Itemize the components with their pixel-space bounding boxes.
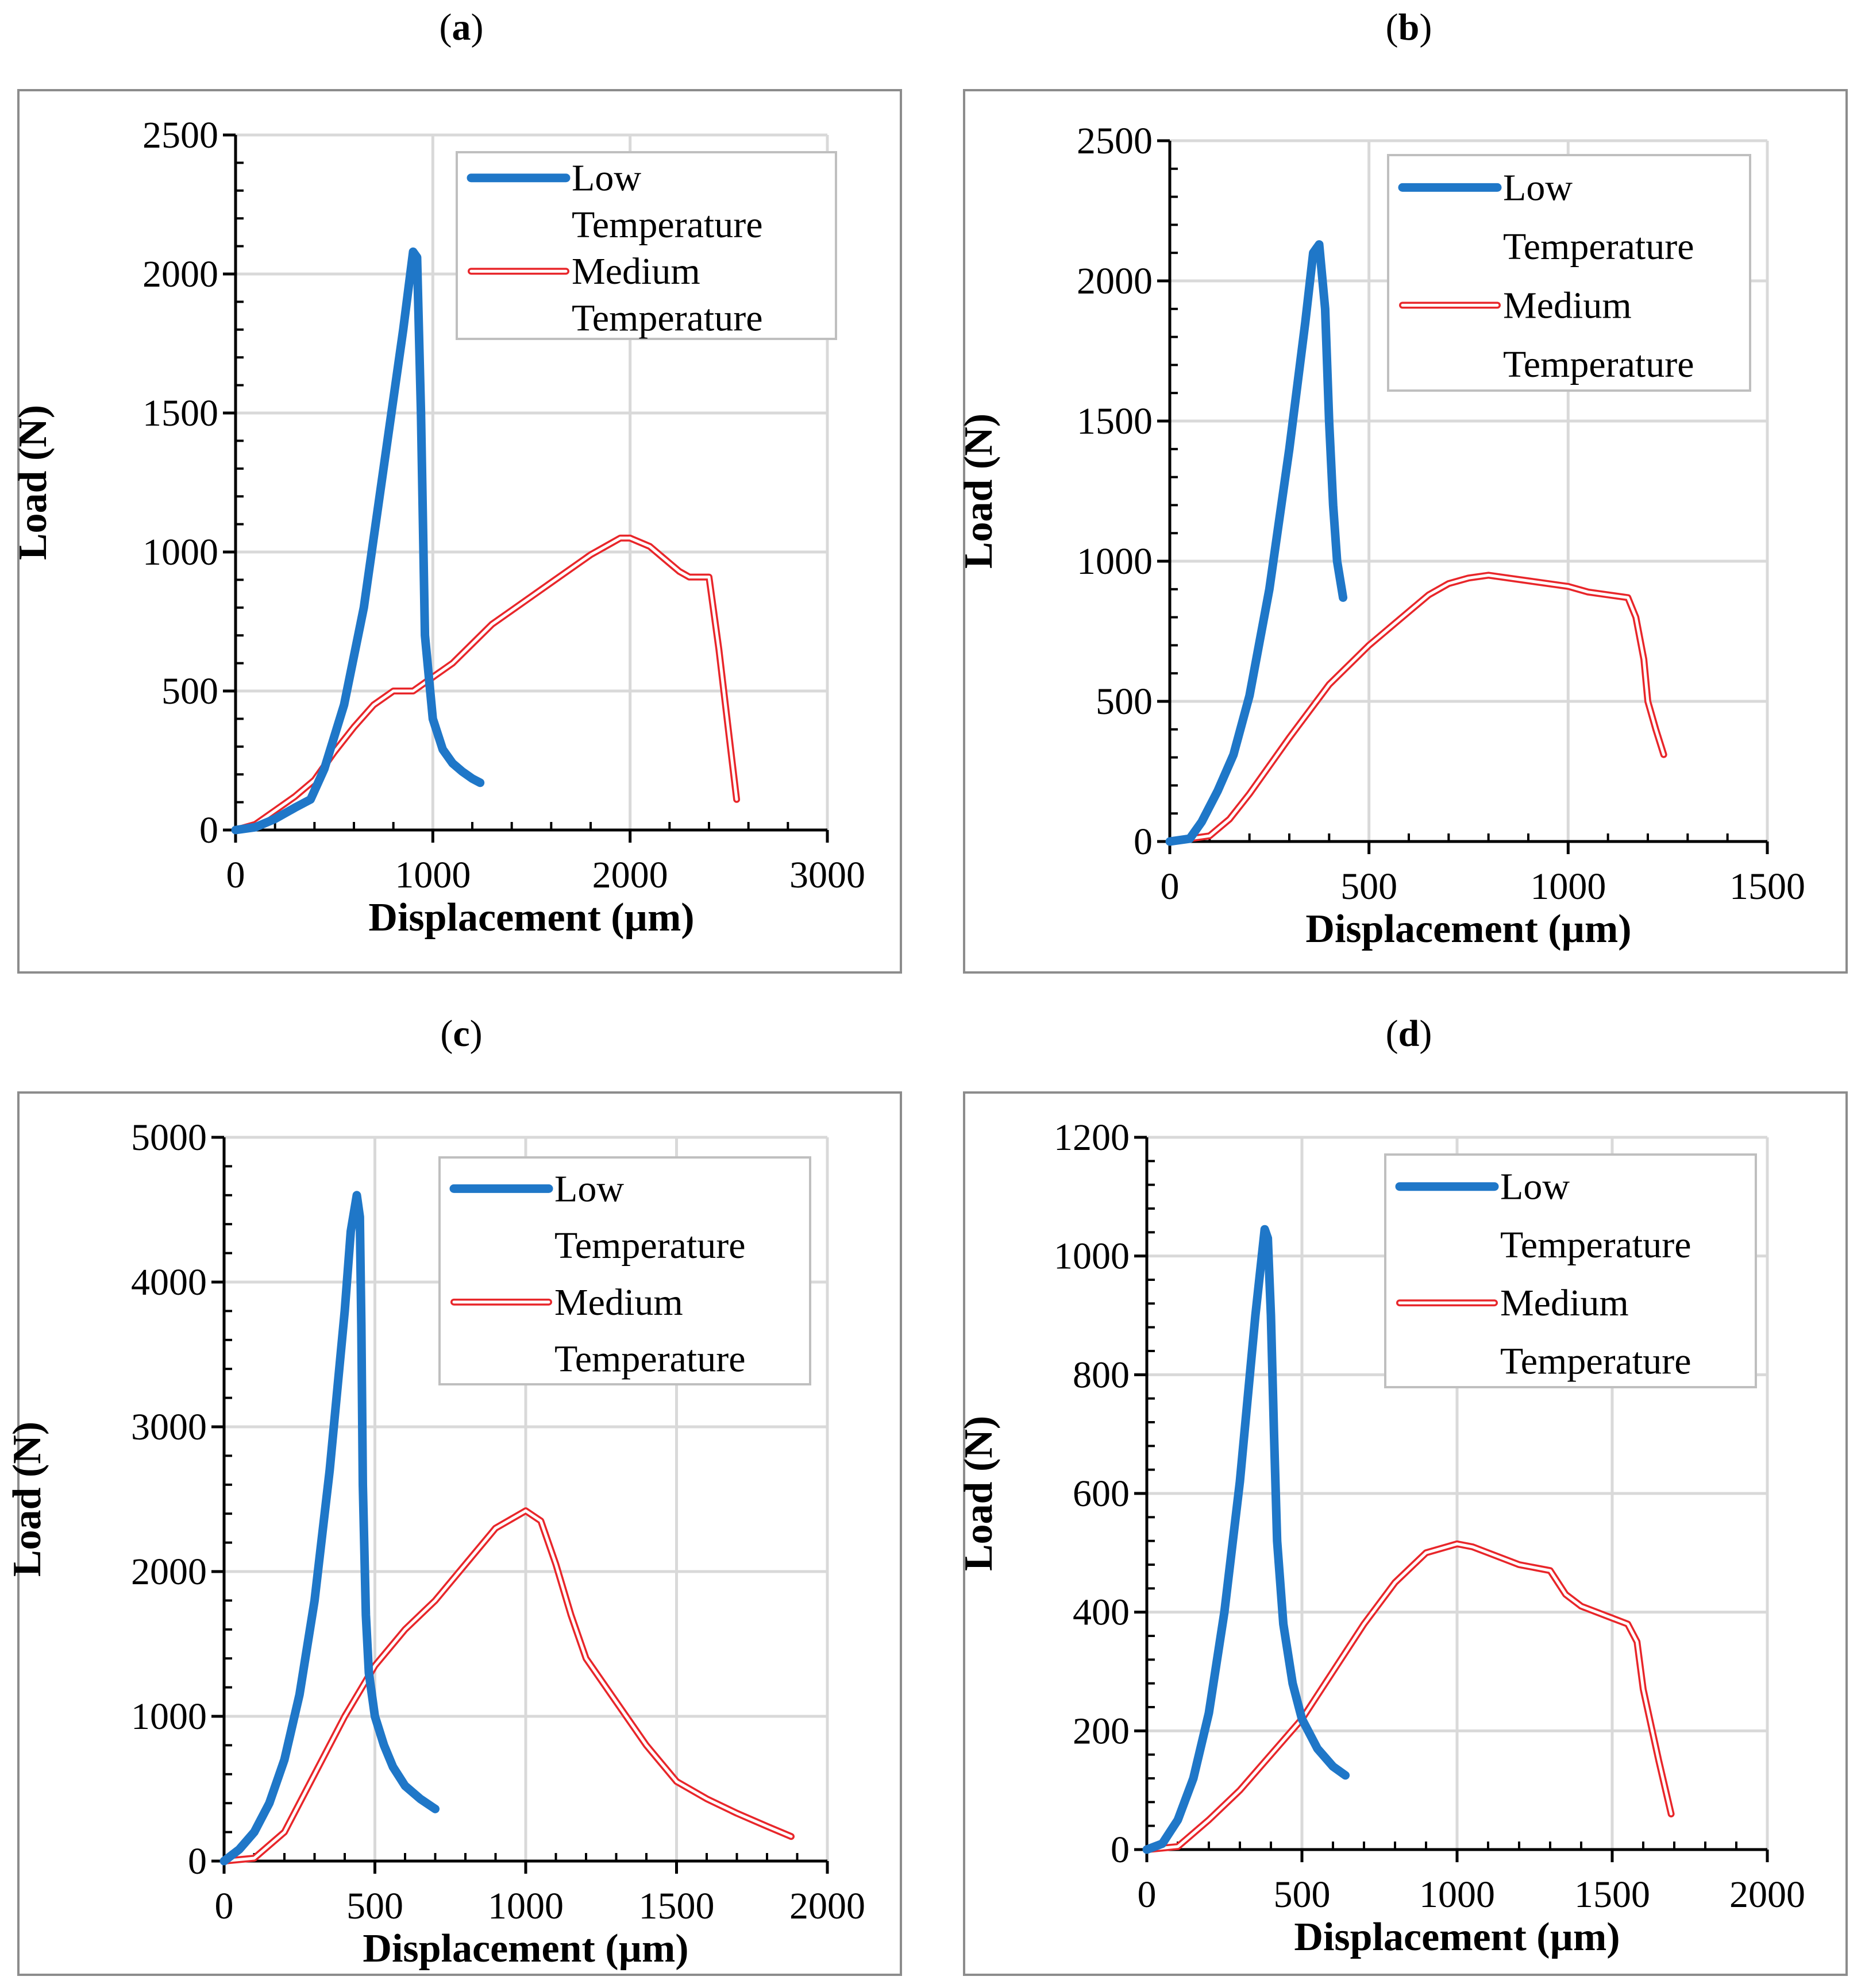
legend-box xyxy=(456,151,837,340)
y-tick-label: 0 xyxy=(1134,821,1153,863)
y-axis-label: Load (N) xyxy=(11,405,55,560)
x-tick-label: 0 xyxy=(1161,866,1180,908)
x-tick-label: 0 xyxy=(215,1885,234,1927)
x-tick-label: 1000 xyxy=(1530,866,1606,908)
y-tick-label: 2000 xyxy=(1077,260,1153,302)
panel-label-d: (d) xyxy=(1385,1013,1432,1055)
y-tick-label: 5000 xyxy=(131,1117,207,1159)
x-tick-label: 1000 xyxy=(1419,1874,1495,1916)
y-axis-label: Load (N) xyxy=(957,1416,1001,1571)
y-tick-label: 800 xyxy=(1073,1354,1130,1396)
y-tick-label: 0 xyxy=(1111,1829,1130,1871)
legend-entry: Temperature xyxy=(554,1225,746,1267)
legend-entry: Medium xyxy=(1500,1282,1629,1324)
y-tick-label: 1500 xyxy=(142,392,218,434)
y-tick-label: 500 xyxy=(1096,681,1153,723)
y-tick-label: 600 xyxy=(1073,1473,1130,1515)
y-tick-label: 1500 xyxy=(1077,400,1153,442)
x-tick-label: 500 xyxy=(1340,866,1397,908)
panel-label-a: (a) xyxy=(439,6,484,48)
legend-entry: Temperature xyxy=(1503,343,1694,385)
x-axis-label: Displacement (µm) xyxy=(1305,907,1631,951)
legend-box xyxy=(1384,1153,1757,1388)
y-tick-label: 2000 xyxy=(142,253,218,295)
legend-entry: Temperature xyxy=(1500,1340,1691,1382)
y-tick-label: 2500 xyxy=(142,114,218,156)
legend-entry: Temperature xyxy=(554,1338,746,1380)
series-line-low-temperature xyxy=(1142,1225,1350,1854)
panel-label-b: (b) xyxy=(1385,6,1432,48)
y-tick-label: 2000 xyxy=(131,1551,207,1593)
x-tick-label: 1000 xyxy=(488,1885,564,1927)
x-tick-label: 3000 xyxy=(789,854,865,896)
legend-entry: Low xyxy=(1500,1166,1570,1208)
legend-entry: Temperature xyxy=(572,204,763,246)
x-tick-label: 2000 xyxy=(789,1885,865,1927)
y-tick-label: 1000 xyxy=(1054,1236,1130,1277)
y-tick-label: 0 xyxy=(199,809,218,851)
panel-label-c: (c) xyxy=(440,1013,483,1055)
x-axis-label: Displacement (µm) xyxy=(1294,1915,1620,1959)
y-tick-label: 0 xyxy=(188,1840,207,1882)
x-axis-label: Displacement (µm) xyxy=(363,1927,688,1971)
y-tick-label: 500 xyxy=(161,670,218,712)
legend-entry: Low xyxy=(554,1168,624,1210)
legend-entry: Temperature xyxy=(1500,1224,1691,1266)
x-tick-label: 1000 xyxy=(395,854,471,896)
y-tick-label: 2500 xyxy=(1077,120,1153,162)
x-tick-label: 1500 xyxy=(639,1885,715,1927)
legend-entry: Medium xyxy=(554,1281,683,1323)
x-axis-label: Displacement (µm) xyxy=(368,895,694,940)
series-line-medium-temperature-inner xyxy=(234,536,738,832)
x-tick-label: 2000 xyxy=(1729,1874,1805,1916)
y-axis-label: Load (N) xyxy=(957,414,1001,569)
y-tick-label: 200 xyxy=(1073,1710,1130,1752)
y-tick-label: 1000 xyxy=(131,1696,207,1738)
series-line-medium-temperature-inner xyxy=(222,1509,793,1863)
legend-entry: Low xyxy=(572,157,641,199)
y-tick-label: 400 xyxy=(1073,1592,1130,1634)
chart-a: 0 500 1000 1500 2000 2500 0 1000 2000 3000 Displac… xyxy=(11,89,902,974)
legend-entry: Low xyxy=(1503,167,1573,209)
x-tick-label: 2000 xyxy=(592,854,668,896)
series-line-low-temperature xyxy=(219,1191,440,1866)
y-axis-label: Load (N) xyxy=(5,1422,49,1577)
chart-d: 0 200 400 600 800 1000 1200 0 500 1000 1500 2000 Dis… xyxy=(957,1091,1848,1976)
x-tick-label: 1500 xyxy=(1729,866,1805,908)
chart-c: 0 1000 2000 3000 4000 5000 0 500 1000 1500 2000 Dis… xyxy=(5,1091,902,1976)
chart-b: 0 500 1000 1500 2000 2500 0 500 1000 1500 Displace… xyxy=(957,89,1848,974)
legend-box xyxy=(1387,154,1751,392)
series-line-medium-temperature-inner xyxy=(1145,1542,1673,1851)
x-tick-label: 0 xyxy=(1138,1874,1157,1916)
legend-entry: Temperature xyxy=(572,297,763,339)
legend-box xyxy=(438,1156,811,1385)
x-tick-label: 500 xyxy=(1274,1874,1331,1916)
y-tick-label: 3000 xyxy=(131,1406,207,1448)
x-tick-label: 500 xyxy=(346,1885,403,1927)
legend-entry: Temperature xyxy=(1503,226,1694,268)
x-tick-label: 1500 xyxy=(1574,1874,1650,1916)
legend-entry: Medium xyxy=(1503,284,1632,326)
y-tick-label: 1200 xyxy=(1054,1117,1130,1159)
legend-entry: Medium xyxy=(572,250,700,292)
y-tick-label: 1000 xyxy=(1077,541,1153,582)
series-line-low-temperature xyxy=(1165,240,1348,846)
series-line-medium-temperature-inner xyxy=(1168,573,1666,843)
y-tick-label: 1000 xyxy=(142,531,218,573)
x-tick-label: 0 xyxy=(226,854,245,896)
series-line-low-temperature xyxy=(231,247,485,835)
y-tick-label: 4000 xyxy=(131,1261,207,1303)
